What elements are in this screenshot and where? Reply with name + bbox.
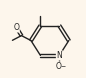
Text: −: − [60, 63, 65, 68]
Text: N: N [57, 51, 62, 60]
Text: O: O [56, 62, 62, 71]
Text: O: O [13, 23, 19, 32]
